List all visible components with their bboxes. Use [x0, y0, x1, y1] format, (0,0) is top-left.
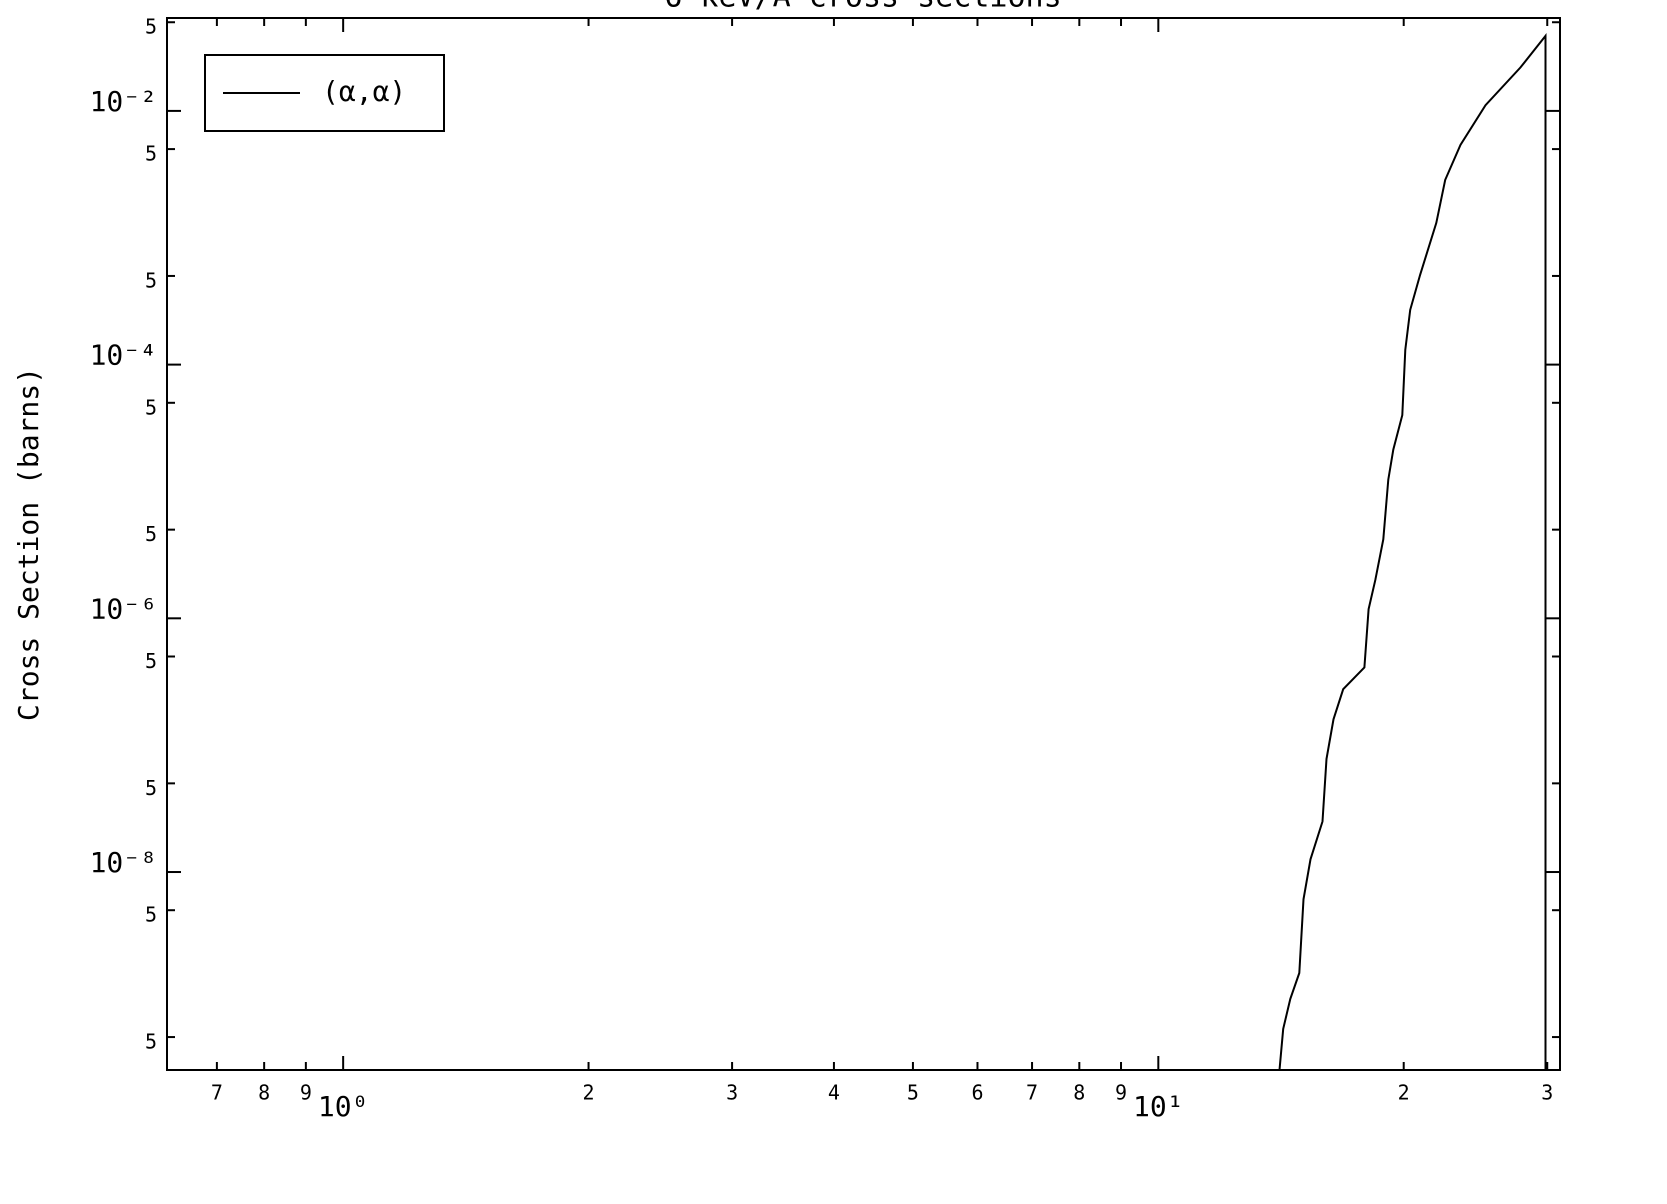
y-tick-label: 5	[145, 649, 157, 673]
x-tick-label: 7	[1026, 1081, 1038, 1105]
x-tick-label: 8	[1073, 1081, 1085, 1105]
y-tick-label: 5	[145, 776, 157, 800]
y-tick-label: 10⁻²	[90, 85, 157, 118]
x-tick-label: 2	[1398, 1081, 1410, 1105]
legend-label: (α,α)	[322, 75, 406, 108]
y-tick-label: 5	[145, 142, 157, 166]
x-tick-label: 5	[907, 1081, 919, 1105]
x-tick-label: 9	[1115, 1081, 1127, 1105]
y-tick-label: 10⁻⁸	[90, 846, 157, 879]
y-tick-label: 5	[145, 522, 157, 546]
y-tick-label: 10⁻⁶	[90, 592, 157, 625]
x-tick-label: 4	[828, 1081, 840, 1105]
y-tick-label: 5	[145, 15, 157, 39]
data-line	[1278, 33, 1547, 1071]
x-tick-label: 10⁰	[318, 1090, 369, 1123]
y-axis-label: Cross Section (barns)	[12, 367, 45, 721]
x-tick-label: 6	[971, 1081, 983, 1105]
x-tick-label: 9	[300, 1081, 312, 1105]
plot-frame	[166, 17, 1561, 1071]
chart-title: 6 keV/A cross sections	[664, 0, 1061, 15]
y-tick-label: 5	[145, 395, 157, 419]
y-tick-label: 5	[145, 268, 157, 292]
x-tick-label: 8	[258, 1081, 270, 1105]
y-tick-label: 5	[145, 1030, 157, 1054]
x-tick-label: 3	[1541, 1081, 1553, 1105]
y-tick-label: 5	[145, 903, 157, 927]
x-tick-label: 2	[583, 1081, 595, 1105]
y-tick-label: 10⁻⁴	[90, 339, 157, 372]
x-tick-label: 7	[211, 1081, 223, 1105]
x-tick-label: 10¹	[1133, 1090, 1184, 1123]
x-tick-label: 3	[726, 1081, 738, 1105]
